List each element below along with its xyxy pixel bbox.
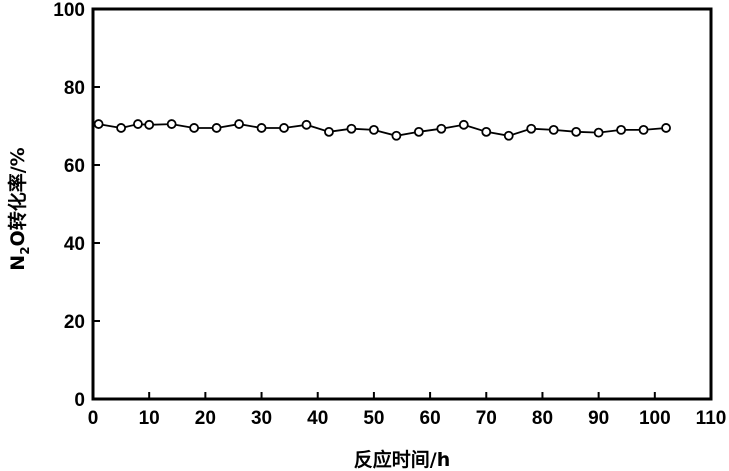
y-axis-title-subscript: 2 bbox=[18, 246, 32, 254]
plot-frame bbox=[91, 7, 713, 401]
data-point bbox=[503, 130, 514, 141]
data-point bbox=[413, 126, 424, 137]
axis-ticks: 0 10 20 30 40 50 60 70 80 90 100 110 0 20 40 60 80 100 bbox=[53, 0, 726, 429]
data-point bbox=[458, 119, 469, 130]
data-point bbox=[133, 119, 143, 129]
y-tick-label: 100 bbox=[53, 0, 85, 21]
data-point bbox=[638, 124, 649, 135]
x-tick-label: 60 bbox=[420, 408, 441, 429]
data-point bbox=[211, 123, 222, 133]
y-tick-label: 80 bbox=[64, 78, 85, 99]
plot-marks bbox=[93, 119, 671, 141]
data-point bbox=[301, 119, 312, 130]
x-tick-label: 90 bbox=[588, 408, 609, 429]
x-tick-label: 50 bbox=[363, 408, 384, 429]
x-tick-label: 100 bbox=[639, 408, 671, 429]
y-tick-label: 60 bbox=[64, 156, 85, 177]
y-axis-title-prefix: N bbox=[7, 255, 29, 271]
data-point bbox=[324, 126, 334, 137]
data-point bbox=[144, 119, 155, 130]
data-point bbox=[279, 123, 289, 133]
x-tick-label: 10 bbox=[139, 408, 160, 429]
x-tick-label: 70 bbox=[476, 408, 497, 429]
x-tick-label: 20 bbox=[195, 408, 216, 429]
data-point bbox=[256, 123, 267, 133]
data-point bbox=[346, 123, 357, 134]
x-tick-label: 110 bbox=[696, 408, 727, 429]
data-point bbox=[189, 123, 200, 133]
data-point bbox=[93, 119, 104, 129]
x-axis-title: 反应时间/h bbox=[354, 448, 450, 471]
y-axis-title-suffix: O转化率/% bbox=[6, 147, 29, 246]
data-point bbox=[234, 119, 244, 129]
data-point bbox=[436, 123, 447, 134]
y-axis-title: N2O转化率/% bbox=[6, 147, 32, 270]
series-line bbox=[98, 123, 667, 137]
data-point bbox=[481, 126, 492, 137]
data-point bbox=[166, 119, 177, 129]
y-tick-label: 40 bbox=[64, 234, 85, 255]
data-point bbox=[661, 123, 671, 133]
data-point bbox=[116, 123, 126, 133]
data-point bbox=[391, 130, 402, 141]
y-tick-label: 0 bbox=[74, 390, 85, 411]
data-point bbox=[571, 126, 582, 137]
data-point bbox=[593, 127, 604, 138]
data-point bbox=[369, 124, 379, 135]
x-tick-label: 30 bbox=[251, 408, 272, 429]
data-point bbox=[526, 123, 537, 134]
x-tick-label: 0 bbox=[88, 408, 99, 429]
x-tick-label: 80 bbox=[532, 408, 553, 429]
x-tick-label: 40 bbox=[307, 408, 328, 429]
y-tick-label: 20 bbox=[64, 312, 85, 333]
data-point bbox=[616, 124, 627, 135]
data-point bbox=[548, 124, 559, 135]
